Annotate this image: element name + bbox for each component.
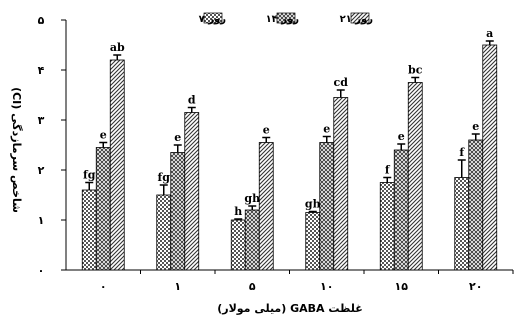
y-tick-label: ۱	[38, 214, 45, 227]
bar	[379, 182, 395, 271]
x-tick-label: ۵	[249, 280, 256, 293]
bar	[393, 149, 409, 271]
bar	[109, 59, 125, 271]
x-tick-label: ۰	[100, 280, 107, 293]
bars-group	[81, 40, 498, 271]
significance-label: e	[398, 130, 405, 143]
significance-label: e	[174, 131, 181, 144]
legend-label: روز ۷	[199, 14, 227, 25]
bar	[156, 194, 172, 271]
bar	[333, 97, 349, 271]
significance-label: e	[263, 124, 270, 137]
significance-label: e	[100, 129, 107, 142]
bar	[319, 142, 335, 271]
bar	[407, 82, 423, 271]
significance-label: fg	[83, 169, 96, 182]
legend-swatch	[203, 12, 223, 24]
bar	[170, 152, 186, 271]
bar	[305, 212, 321, 271]
bar	[258, 142, 274, 271]
significance-label: fg	[158, 171, 171, 184]
y-tick-label: ۴	[38, 64, 45, 77]
significance-label: e	[472, 120, 479, 133]
significance-label: h	[234, 205, 242, 218]
significance-label: gh	[305, 198, 321, 211]
legend-swatch	[350, 12, 370, 24]
bar	[184, 112, 200, 271]
legend-label: روز ۲۱	[340, 14, 374, 25]
x-tick-label: ۱۵	[395, 280, 409, 293]
bar	[81, 189, 97, 271]
y-tick-label: ۰	[38, 264, 45, 277]
y-tick-label: ۵	[38, 14, 45, 27]
x-tick-label: ۱	[174, 280, 181, 293]
significance-label: cd	[334, 76, 349, 89]
x-axis-title: غلظت GABA (میلی مولار)	[217, 302, 363, 315]
bar	[482, 44, 498, 271]
x-tick-label: ۲۰	[469, 280, 482, 293]
significance-label: ab	[110, 41, 125, 54]
y-tick-label: ۲	[38, 164, 45, 177]
bar	[230, 219, 246, 271]
significance-label: e	[323, 123, 330, 136]
y-axis-title: شاخص سرمازدگی (CI)	[10, 87, 23, 213]
significance-label: f	[385, 164, 391, 177]
significance-label: bc	[408, 64, 423, 77]
significance-label: a	[486, 27, 493, 40]
bar	[468, 139, 484, 271]
significance-label: f	[459, 146, 465, 159]
significance-label: gh	[244, 192, 260, 205]
legend-label: روز ۱۴	[266, 14, 300, 25]
legend-swatch	[276, 12, 296, 24]
significance-label: d	[188, 94, 196, 107]
bar	[244, 209, 260, 271]
bar	[95, 147, 111, 271]
legend: روز ۷ روز ۱۴ روز ۲۱	[199, 12, 374, 25]
y-tick-label: ۳	[38, 114, 45, 127]
x-tick-label: ۱۰	[320, 280, 333, 293]
bar	[454, 177, 470, 271]
